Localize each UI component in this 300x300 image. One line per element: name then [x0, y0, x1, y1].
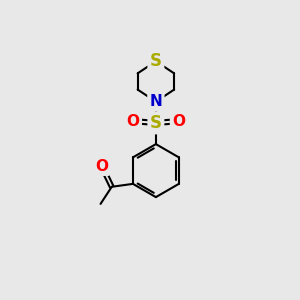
Text: O: O — [95, 159, 108, 174]
Text: S: S — [150, 114, 162, 132]
Text: S: S — [150, 52, 162, 70]
Text: O: O — [127, 114, 140, 129]
Text: O: O — [172, 114, 185, 129]
Text: N: N — [149, 94, 162, 109]
